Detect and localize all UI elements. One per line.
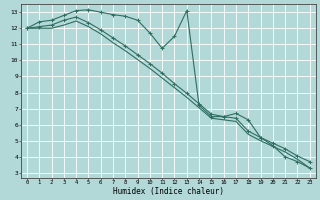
X-axis label: Humidex (Indice chaleur): Humidex (Indice chaleur) bbox=[113, 187, 224, 196]
